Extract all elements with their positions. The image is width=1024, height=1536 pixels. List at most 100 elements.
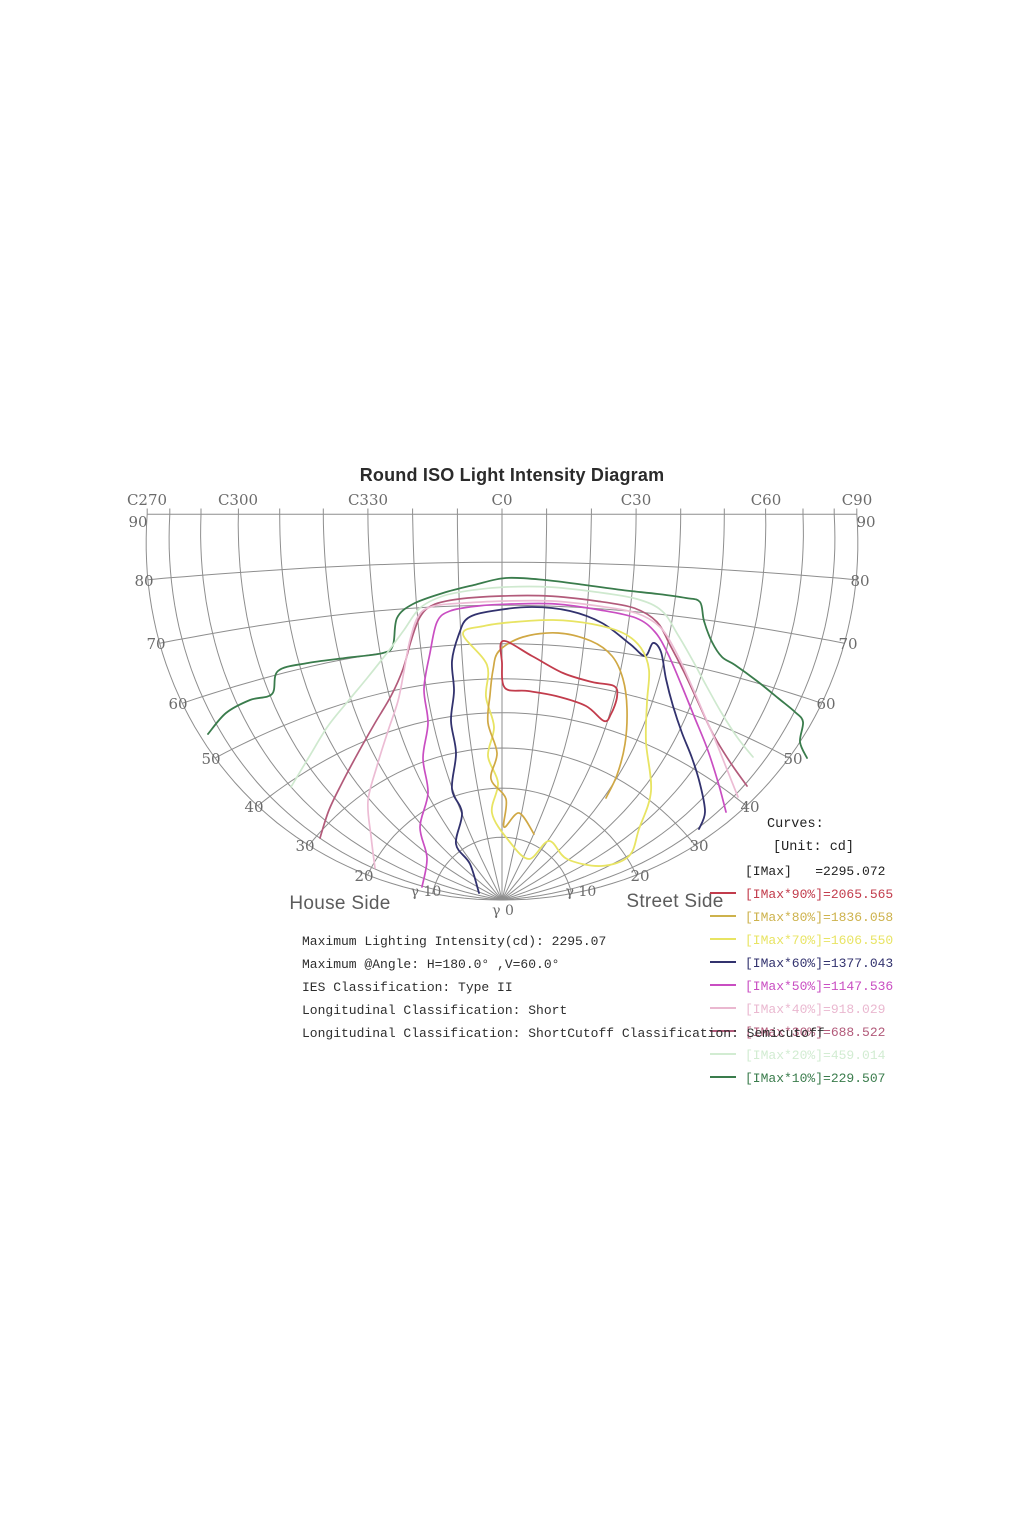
- c-plane-label: C60: [751, 491, 782, 509]
- polar-grid: [145, 508, 859, 901]
- iso-candela-contours: [207, 576, 808, 894]
- legend-swatch-line: [710, 984, 736, 986]
- gamma-label-right: 70: [838, 635, 857, 653]
- contour-80pct: [486, 631, 628, 835]
- c-plane-label: C30: [621, 491, 652, 509]
- legend-heading: Curves:: [767, 817, 824, 832]
- grid-meridian: [279, 508, 503, 901]
- gamma-label-left: 80: [134, 572, 153, 590]
- house-side-label: House Side: [289, 893, 391, 914]
- c-plane-label: C300: [218, 491, 258, 509]
- legend-swatch-line: [710, 915, 736, 917]
- legend-entry: [IMax*90%]=2065.565: [710, 887, 893, 903]
- c-plane-label: C90: [842, 491, 873, 509]
- legend-swatch-line: [710, 1030, 736, 1032]
- info-line: Maximum @Angle: H=180.0° ,V=60.0°: [302, 957, 560, 972]
- contour-40pct: [366, 599, 739, 869]
- legend-swatch-line: [710, 938, 736, 940]
- grid-meridian: [501, 508, 682, 901]
- grid-meridian: [367, 508, 503, 901]
- grid-meridian: [412, 508, 503, 901]
- gamma-10-label-left: γ 10: [411, 884, 442, 900]
- legend-entry: [IMax*40%]=918.029: [710, 1002, 885, 1018]
- grid-arc: [159, 604, 845, 644]
- gamma-label-left: 30: [295, 837, 314, 855]
- legend-entry-text: [IMax*90%]=2065.565: [745, 887, 894, 902]
- gamma-0-label: γ 0: [492, 903, 514, 919]
- legend-entry: [IMax*10%]=229.507: [710, 1071, 885, 1087]
- legend-entry: [IMax*30%]=688.522: [710, 1025, 885, 1041]
- grid-meridian: [501, 508, 637, 901]
- c-plane-label: C330: [348, 491, 388, 509]
- legend-swatch-line: [710, 1053, 736, 1055]
- legend-entry-text: [IMax*20%]=459.014: [745, 1048, 886, 1063]
- legend-entry: [IMax*70%]=1606.550: [710, 933, 893, 949]
- legend-entry: [IMax*50%]=1147.536: [710, 979, 893, 995]
- grid-meridian: [501, 508, 859, 901]
- legend-swatch-line: [710, 1007, 736, 1009]
- legend-entry: [IMax*20%]=459.014: [710, 1048, 885, 1064]
- gamma-label-right: 20: [630, 867, 649, 885]
- info-line: IES Classification: Type II: [302, 980, 513, 995]
- legend-swatch-line: [710, 961, 736, 963]
- legend-swatch-line: [710, 1076, 736, 1078]
- legend-entry-text: [IMax*70%]=1606.550: [745, 933, 894, 948]
- grid-meridian: [145, 508, 503, 901]
- grid-meridian: [501, 508, 804, 901]
- gamma-label-right: 80: [850, 572, 869, 590]
- contour-10pct: [207, 576, 808, 759]
- gamma-label-right: 30: [689, 837, 708, 855]
- grid-arc: [257, 712, 747, 807]
- legend-entry-text: [IMax*80%]=1836.058: [745, 910, 894, 925]
- legend-entry-text: [IMax*50%]=1147.536: [745, 979, 894, 994]
- gamma-label-right: 40: [740, 798, 759, 816]
- gamma-label-left: 50: [201, 750, 220, 768]
- legend-entry: [IMax*60%]=1377.043: [710, 956, 893, 972]
- legend-entry-text: [IMax*40%]=918.029: [745, 1002, 886, 1017]
- grid-meridian: [200, 508, 503, 901]
- gamma-label-left: 90: [128, 513, 147, 531]
- info-line: Longitudinal Classification: ShortCutoff…: [302, 1026, 825, 1041]
- gamma-label-left: 70: [146, 635, 165, 653]
- axis-labels: C270 C300 C330 C0 C30 C60 C90 90 90 80 80 70 70 60 60 5…: [127, 491, 876, 919]
- legend-swatch-line: [710, 892, 736, 894]
- legend-unit: [Unit: cd]: [773, 840, 855, 855]
- legend-entry: [IMax] =2295.072: [710, 864, 885, 880]
- info-line: Maximum Lighting Intensity(cd): 2295.07: [302, 934, 607, 949]
- gamma-label-left: 60: [168, 695, 187, 713]
- gamma-label-left: 40: [244, 798, 263, 816]
- street-side-label: Street Side: [626, 891, 724, 912]
- grid-meridian: [501, 508, 725, 901]
- contour-20pct: [290, 585, 754, 788]
- gamma-10-label-right: γ 10: [566, 884, 597, 900]
- legend-entry-text: [IMax*60%]=1377.043: [745, 956, 894, 971]
- grid-arc: [432, 836, 572, 894]
- contour-70pct: [462, 619, 653, 867]
- c-plane-label: C270: [127, 491, 167, 509]
- grid-meridian: [501, 508, 592, 901]
- grid-meridian: [501, 508, 548, 901]
- grid-meridian: [501, 508, 767, 901]
- legend-entry-text: [IMax] =2295.072: [745, 864, 886, 879]
- legend-entry: [IMax*80%]=1836.058: [710, 910, 893, 926]
- grid-meridian: [322, 508, 503, 901]
- legend-swatch-spacer: [710, 874, 745, 875]
- page-title: Round ISO Light Intensity Diagram: [359, 465, 665, 485]
- info-line: Longitudinal Classification: Short: [302, 1003, 568, 1018]
- grid-meridian: [237, 508, 503, 901]
- contour-30pct: [319, 594, 748, 839]
- grid-meridian: [501, 508, 836, 901]
- contour-50pct: [419, 602, 727, 888]
- legend-entry-text: [IMax*30%]=688.522: [745, 1025, 886, 1040]
- grid-arc: [308, 747, 696, 846]
- contour-60pct: [450, 606, 706, 894]
- c-plane-label: C0: [491, 491, 512, 509]
- grid-meridian: [168, 508, 503, 901]
- gamma-label-right: 60: [816, 695, 835, 713]
- grid-arc: [182, 643, 822, 704]
- grid-meridian: [456, 508, 503, 901]
- grid-arc: [367, 787, 637, 876]
- legend-entry-text: [IMax*10%]=229.507: [745, 1071, 886, 1086]
